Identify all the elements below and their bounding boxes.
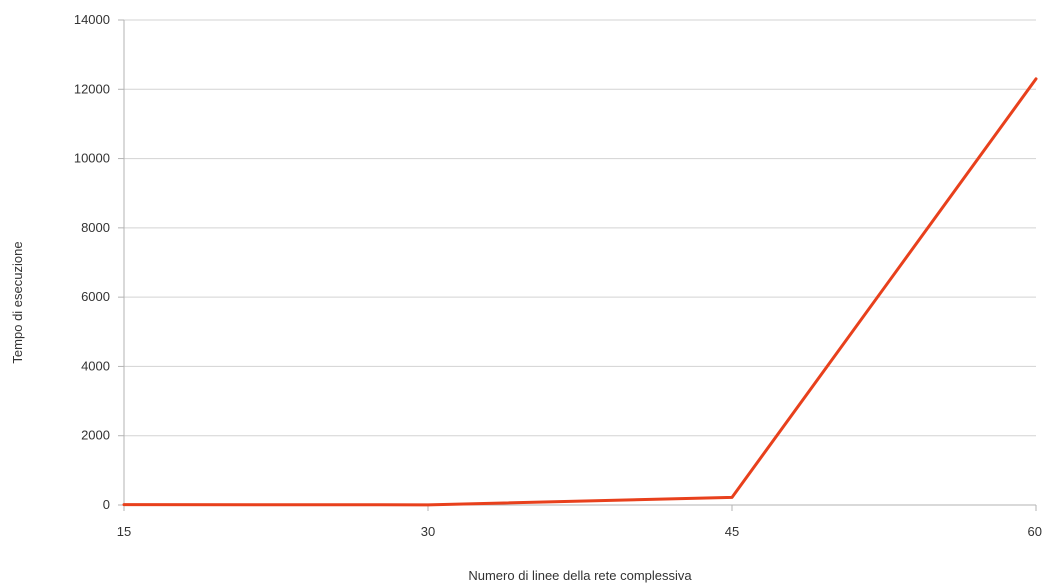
axes [118, 19, 1037, 511]
y-tick-label: 14000 [74, 12, 110, 27]
y-tick-label: 0 [103, 497, 110, 512]
y-tick-label: 4000 [81, 358, 110, 373]
y-tick-label: 12000 [74, 81, 110, 96]
y-tick-label: 8000 [81, 220, 110, 235]
y-tick-label: 6000 [81, 289, 110, 304]
y-tick-label: 10000 [74, 151, 110, 166]
y-tick-labels: 0 2000 4000 6000 8000 10000 12000 14000 [74, 12, 110, 512]
x-tick-label: 60 [1028, 524, 1042, 539]
y-axis-title: Tempo di esecuzione [10, 241, 25, 363]
x-tick-label: 30 [421, 524, 435, 539]
series [122, 77, 1038, 507]
gridlines [124, 19, 1036, 437]
x-axis-title: Numero di linee della rete complessiva [468, 568, 692, 583]
y-tick-label: 2000 [81, 428, 110, 443]
x-tick-labels: 15 30 45 60 [117, 524, 1042, 539]
series-line [122, 77, 1038, 507]
x-tick-label: 15 [117, 524, 131, 539]
x-tick-label: 45 [725, 524, 739, 539]
